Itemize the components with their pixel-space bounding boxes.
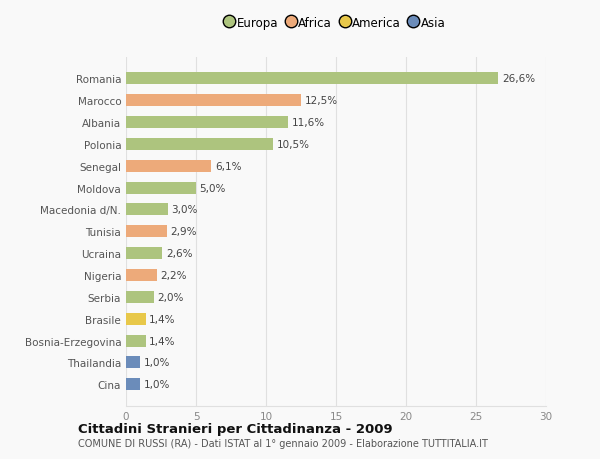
Text: 6,1%: 6,1% [215,162,241,171]
Text: 26,6%: 26,6% [502,74,535,84]
Bar [126,357,140,369]
Text: 2,2%: 2,2% [160,270,187,280]
Text: 2,0%: 2,0% [157,292,184,302]
Text: 1,0%: 1,0% [143,380,170,389]
Bar [126,73,499,85]
Bar [126,226,167,238]
Text: 12,5%: 12,5% [305,96,338,106]
Text: Cittadini Stranieri per Cittadinanza - 2009: Cittadini Stranieri per Cittadinanza - 2… [78,422,392,436]
Text: 11,6%: 11,6% [292,118,325,128]
Bar [126,160,211,173]
Bar [126,204,168,216]
Bar [126,182,196,194]
Text: 1,0%: 1,0% [143,358,170,368]
Text: 1,4%: 1,4% [149,336,176,346]
Text: 10,5%: 10,5% [277,140,310,150]
Legend: Europa, Africa, America, Asia: Europa, Africa, America, Asia [224,14,448,32]
Text: 3,0%: 3,0% [172,205,198,215]
Text: 1,4%: 1,4% [149,314,176,324]
Bar [126,335,146,347]
Bar [126,378,140,390]
Bar [126,95,301,107]
Bar [126,139,273,151]
Text: COMUNE DI RUSSI (RA) - Dati ISTAT al 1° gennaio 2009 - Elaborazione TUTTITALIA.I: COMUNE DI RUSSI (RA) - Dati ISTAT al 1° … [78,438,488,448]
Text: 5,0%: 5,0% [199,183,226,193]
Bar [126,313,146,325]
Bar [126,269,157,281]
Text: 2,9%: 2,9% [170,227,197,237]
Bar [126,291,154,303]
Bar [126,117,289,129]
Text: 2,6%: 2,6% [166,249,193,258]
Bar [126,247,163,260]
